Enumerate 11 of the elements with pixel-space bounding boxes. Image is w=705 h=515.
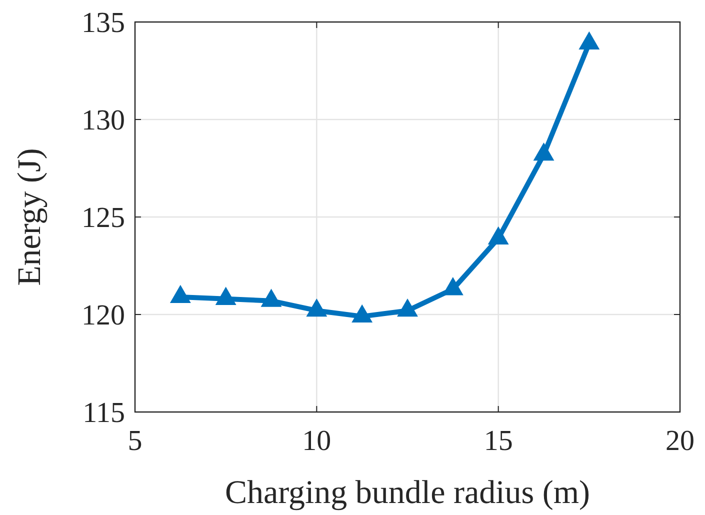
x-tick-label: 5 xyxy=(128,425,142,457)
y-tick-label: 115 xyxy=(82,397,125,430)
y-tick-label: 120 xyxy=(82,300,125,332)
x-tick-label: 20 xyxy=(666,425,694,457)
y-tick-label: 130 xyxy=(82,104,125,137)
y-tick-label: 135 xyxy=(82,7,125,40)
x-tick-label: 10 xyxy=(302,425,332,457)
x-tick-label: 15 xyxy=(484,425,513,457)
y-axis-title: Energy (J) xyxy=(12,148,48,286)
x-axis-title: Charging bundle radius (m) xyxy=(224,475,590,511)
y-tick-label: 125 xyxy=(82,202,125,234)
